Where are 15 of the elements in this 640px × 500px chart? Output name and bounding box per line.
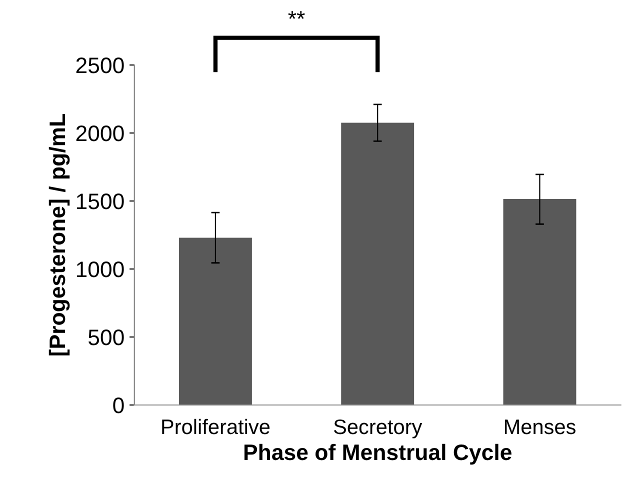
- x-tick-label: Secretory: [334, 419, 422, 438]
- y-tick-label: 1500: [76, 194, 124, 210]
- bar: [503, 198, 576, 405]
- x-tick-label: Proliferative: [162, 418, 270, 434]
- y-tick-label: 0: [113, 398, 124, 414]
- bar: [341, 122, 414, 405]
- y-tick-label: 500: [88, 330, 124, 346]
- y-axis-title: [Progesterone] / pg/mL: [48, 114, 70, 356]
- y-tick-label: 1000: [76, 262, 124, 278]
- x-tick-label: Menses: [504, 420, 576, 434]
- y-tick-label: 2000: [76, 126, 124, 142]
- bar: [178, 238, 252, 405]
- text: **: [288, 11, 305, 19]
- x-axis-title: Phase of Menstrual Cycle: [244, 444, 512, 465]
- y-tick-label: 2500: [76, 58, 124, 74]
